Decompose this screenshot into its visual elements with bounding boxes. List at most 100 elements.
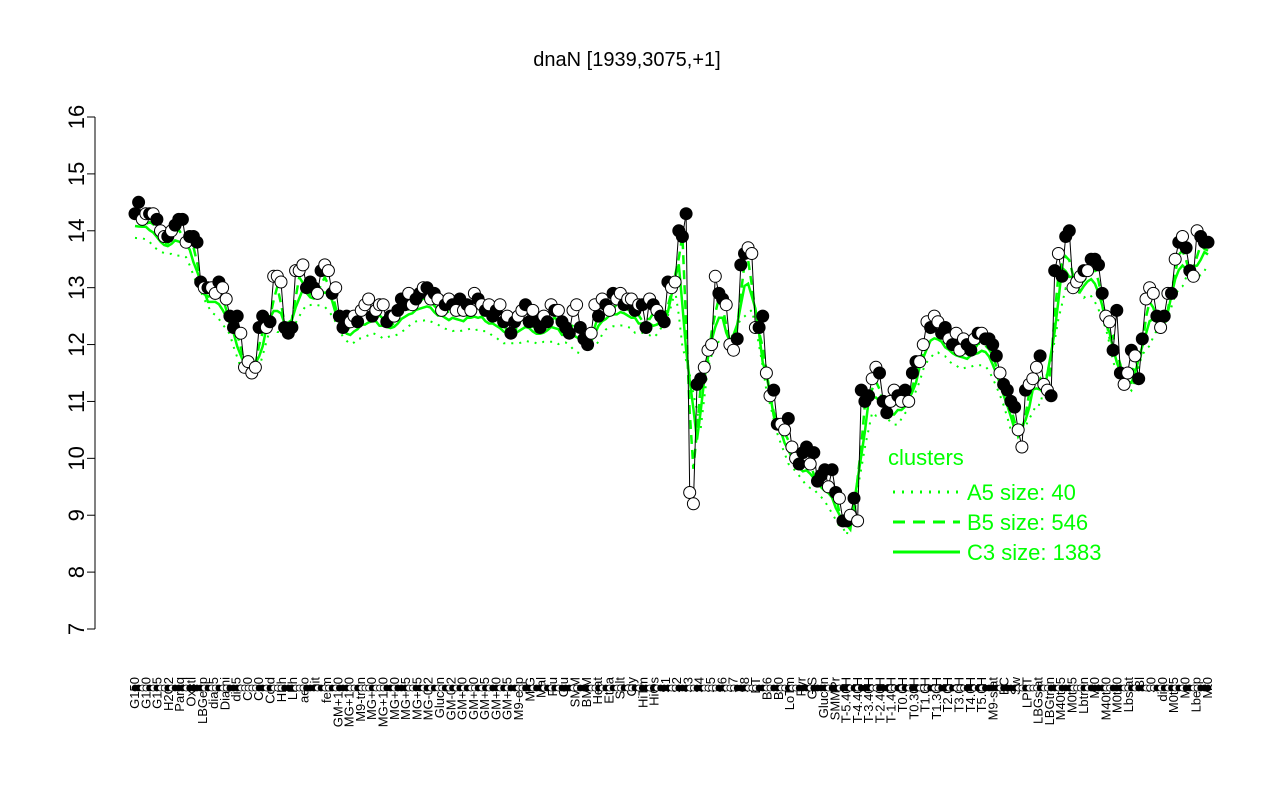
data-point xyxy=(880,406,894,420)
data-point xyxy=(1106,343,1120,357)
data-point xyxy=(752,321,766,334)
data-point xyxy=(1117,377,1131,391)
y-tick-label: 14 xyxy=(64,219,89,243)
data-point xyxy=(1128,349,1142,363)
data-point xyxy=(362,292,376,306)
data-point xyxy=(526,303,540,317)
data-point xyxy=(905,366,919,380)
y-tick-label: 13 xyxy=(64,275,89,299)
data-point xyxy=(1168,252,1182,266)
data-point xyxy=(1081,264,1095,278)
data-point xyxy=(745,247,759,260)
y-tick-label: 11 xyxy=(64,390,89,413)
data-point xyxy=(584,326,598,340)
data-point xyxy=(697,360,711,374)
data-point xyxy=(847,491,861,505)
data-point xyxy=(1179,241,1193,255)
data-point xyxy=(1146,286,1160,300)
chart-title: dnaN [1939,3075,+1] xyxy=(533,49,720,71)
data-point xyxy=(570,298,584,312)
data-point xyxy=(683,486,697,499)
data-point xyxy=(1165,286,1178,300)
data-point xyxy=(686,497,700,511)
data-point xyxy=(964,343,978,357)
data-point xyxy=(1033,349,1047,363)
data-point xyxy=(916,338,930,352)
data-point xyxy=(807,446,821,460)
data-point xyxy=(562,326,576,340)
data-point xyxy=(639,321,653,334)
data-point xyxy=(825,463,839,477)
data-point xyxy=(216,281,230,295)
data-point xyxy=(230,309,244,323)
y-tick-label: 16 xyxy=(64,105,89,129)
data-point xyxy=(1062,224,1076,238)
y-tick-label: 7 xyxy=(64,623,89,635)
y-tick-label: 10 xyxy=(64,446,89,470)
data-point xyxy=(551,303,565,317)
data-point xyxy=(767,383,781,397)
data-point xyxy=(1154,321,1168,334)
data-point xyxy=(1000,383,1014,397)
data-point xyxy=(727,343,740,357)
data-point xyxy=(785,440,799,454)
data-point xyxy=(913,355,927,369)
data-point xyxy=(150,212,164,226)
data-point xyxy=(719,298,733,312)
data-point xyxy=(274,275,288,289)
data-point xyxy=(679,207,693,221)
data-point xyxy=(603,303,616,317)
data-point xyxy=(219,292,233,306)
legend-label: B5 size: 546 xyxy=(967,510,1088,535)
data-point xyxy=(1201,235,1215,249)
data-point xyxy=(376,298,390,312)
data-point xyxy=(993,366,1007,380)
y-tick-label: 8 xyxy=(64,566,89,578)
data-point xyxy=(1030,360,1043,374)
data-point xyxy=(851,514,865,528)
data-point xyxy=(329,281,343,295)
data-point xyxy=(263,315,277,329)
data-point xyxy=(708,269,722,283)
x-tick-label: Bl xyxy=(1132,677,1147,689)
data-point xyxy=(1110,303,1124,317)
data-point xyxy=(705,338,719,352)
data-point xyxy=(734,258,748,272)
data-point xyxy=(862,389,876,403)
data-point xyxy=(792,457,806,471)
data-point xyxy=(1055,269,1069,283)
data-point xyxy=(873,366,886,380)
data-point xyxy=(190,235,204,249)
legend-title: clusters xyxy=(888,445,964,470)
data-point xyxy=(1176,230,1189,243)
x-tick-label: SMM xyxy=(568,677,583,707)
data-point xyxy=(175,212,189,226)
data-point xyxy=(902,394,916,408)
x-tick-label: LPhT xyxy=(1019,677,1034,708)
data-point xyxy=(1092,258,1105,272)
data-point xyxy=(986,338,1000,352)
data-point xyxy=(540,315,554,329)
data-point xyxy=(1135,332,1149,346)
data-point xyxy=(1186,269,1200,283)
data-point xyxy=(132,195,146,209)
data-point xyxy=(730,332,744,346)
data-point xyxy=(1015,440,1029,454)
data-point xyxy=(285,321,299,334)
data-line xyxy=(134,200,1208,522)
data-points xyxy=(128,195,1215,528)
data-point xyxy=(1103,315,1116,329)
data-point xyxy=(1044,389,1058,403)
data-point xyxy=(759,366,773,380)
x-axis: G150G180G135H2O2ParaqOxctlLBGexpdia15Dia… xyxy=(127,676,1215,727)
y-tick-label: 15 xyxy=(64,162,89,186)
data-point xyxy=(592,309,605,323)
data-point xyxy=(778,423,792,437)
data-point xyxy=(756,309,770,323)
data-point xyxy=(573,321,587,334)
data-point xyxy=(351,315,365,329)
data-point xyxy=(1026,372,1040,386)
data-point xyxy=(1121,366,1135,380)
data-point xyxy=(898,383,912,397)
